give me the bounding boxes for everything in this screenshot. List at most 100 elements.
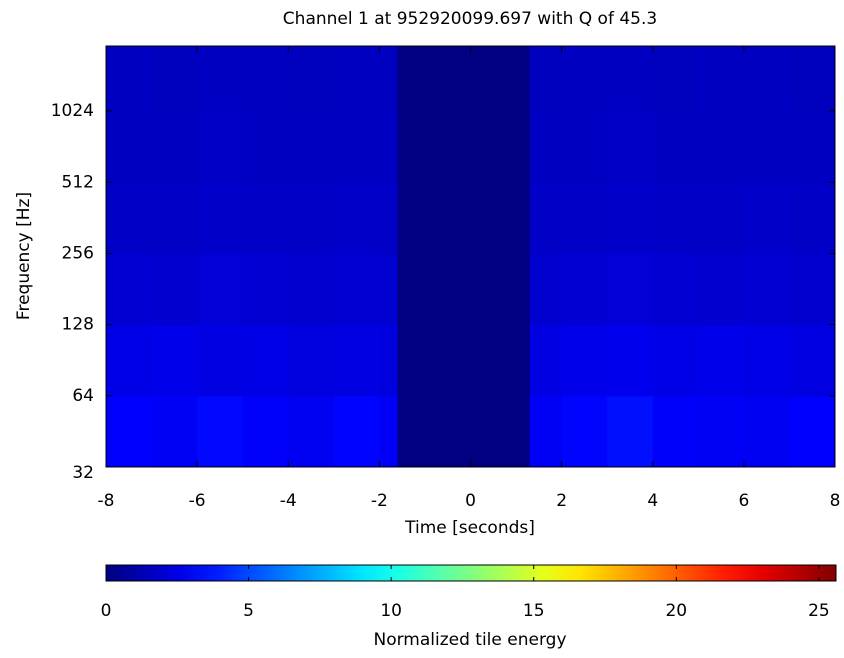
- heat-cell: [789, 46, 836, 112]
- heat-cell: [743, 324, 790, 397]
- heat-cell: [561, 182, 608, 254]
- x-axis-label: Time [seconds]: [404, 518, 535, 538]
- heat-cell: [397, 395, 531, 468]
- heat-cell: [397, 253, 531, 326]
- heat-cell: [529, 253, 563, 326]
- heat-cell: [397, 111, 531, 183]
- x-tick-label: 8: [830, 491, 841, 511]
- heat-cell: [789, 324, 836, 397]
- heat-cell: [106, 182, 153, 254]
- heat-cell: [607, 182, 654, 254]
- colorbar-tick-label: 5: [243, 601, 254, 621]
- heat-cell: [379, 46, 399, 112]
- heat-cell: [379, 253, 399, 326]
- heat-cell: [698, 182, 745, 254]
- x-tick-label: -8: [98, 491, 115, 511]
- colorbar-tick-label: 25: [808, 601, 830, 621]
- heat-cell: [333, 111, 380, 183]
- heat-cell: [561, 395, 608, 468]
- heat-cell: [607, 111, 654, 183]
- heat-cell: [698, 324, 745, 397]
- y-axis-label: Frequency [Hz]: [14, 192, 34, 320]
- heat-cell: [288, 46, 335, 112]
- heat-cell: [242, 253, 289, 326]
- heat-cell: [652, 253, 699, 326]
- x-tick-label: -6: [189, 491, 206, 511]
- colorbar-label: Normalized tile energy: [373, 630, 566, 650]
- heat-cell: [242, 46, 289, 112]
- heat-cell: [743, 395, 790, 468]
- heat-cell: [288, 182, 335, 254]
- heat-cell: [529, 182, 563, 254]
- heat-cell: [698, 395, 745, 468]
- heat-cell: [607, 324, 654, 397]
- heat-cell: [698, 253, 745, 326]
- heat-cell: [607, 395, 654, 468]
- colorbar-tick-label: 10: [380, 601, 402, 621]
- heat-cell: [789, 182, 836, 254]
- heat-cell: [333, 182, 380, 254]
- heat-cell: [151, 253, 198, 326]
- heat-cell: [561, 253, 608, 326]
- y-tick-label: 1024: [51, 101, 94, 121]
- x-tick-label: 6: [738, 491, 749, 511]
- heat-cell: [333, 46, 380, 112]
- heat-cell: [197, 253, 244, 326]
- y-tick-label: 128: [62, 315, 94, 335]
- heat-cell: [529, 324, 563, 397]
- y-tick-label: 256: [62, 243, 94, 263]
- heat-cell: [379, 111, 399, 183]
- heat-cell: [607, 46, 654, 112]
- heat-cell: [529, 46, 563, 112]
- heat-cell: [561, 111, 608, 183]
- heat-cell: [529, 111, 563, 183]
- heat-cell: [379, 324, 399, 397]
- heat-cell: [607, 253, 654, 326]
- heat-cell: [242, 324, 289, 397]
- heat-cell: [242, 182, 289, 254]
- heat-cell: [151, 395, 198, 468]
- heat-cell: [151, 182, 198, 254]
- heat-cell: [242, 395, 289, 468]
- heat-cell: [106, 395, 153, 468]
- heat-cell: [789, 253, 836, 326]
- colorbar-tick-label: 0: [101, 601, 112, 621]
- heat-cell: [333, 324, 380, 397]
- heat-cell: [151, 324, 198, 397]
- heat-cell: [397, 324, 531, 397]
- heat-cell: [333, 253, 380, 326]
- x-tick-label: 2: [556, 491, 567, 511]
- colorbar-tick-label: 20: [665, 601, 687, 621]
- heat-cell: [652, 395, 699, 468]
- heat-cell: [288, 253, 335, 326]
- heat-cell: [333, 395, 380, 468]
- heat-cell: [743, 253, 790, 326]
- heat-cell: [561, 46, 608, 112]
- heat-cell: [197, 395, 244, 468]
- heat-cell: [288, 111, 335, 183]
- x-tick-label: -2: [371, 491, 388, 511]
- heat-cell: [743, 46, 790, 112]
- heat-cell: [288, 395, 335, 468]
- heat-cell: [529, 395, 563, 468]
- x-tick-label: 4: [647, 491, 658, 511]
- heat-cell: [151, 111, 198, 183]
- heat-cell: [106, 324, 153, 397]
- heat-cell: [789, 395, 836, 468]
- heat-cell: [106, 111, 153, 183]
- heat-cell: [561, 324, 608, 397]
- heat-cell: [379, 182, 399, 254]
- heat-cell: [288, 324, 335, 397]
- heat-cell: [397, 46, 531, 112]
- heat-cell: [242, 111, 289, 183]
- y-tick-label: 512: [62, 172, 94, 192]
- y-tick-label: 32: [72, 463, 94, 483]
- heat-cell: [652, 111, 699, 183]
- heat-cell: [197, 46, 244, 112]
- heat-cell: [106, 46, 153, 112]
- heat-cell: [743, 182, 790, 254]
- heat-cell: [397, 182, 531, 254]
- heat-cell: [151, 46, 198, 112]
- colorbar: [105, 564, 837, 582]
